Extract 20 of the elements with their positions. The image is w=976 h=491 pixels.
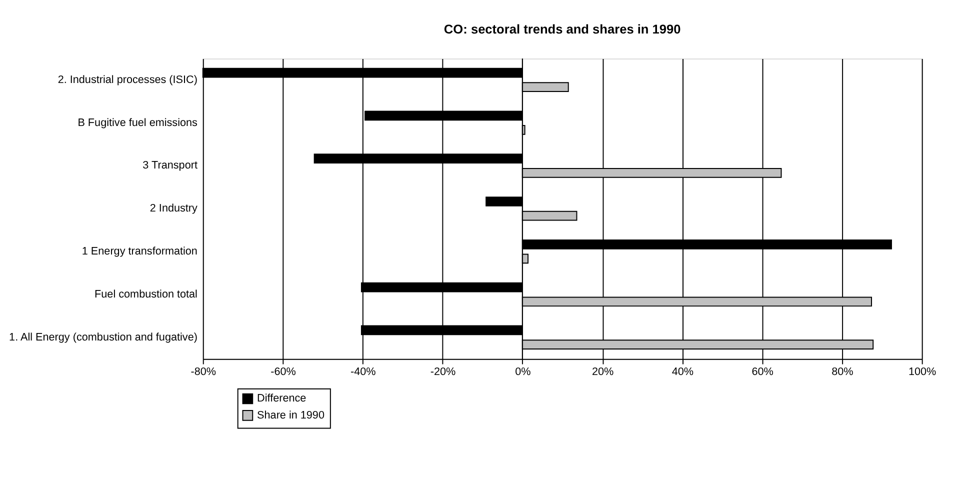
- x-tick-label: 60%: [752, 366, 774, 378]
- y-tick-label: 1 Energy transformation: [82, 246, 198, 258]
- y-tick-label: 2 Industry: [150, 202, 198, 215]
- x-tick-label: 40%: [672, 366, 694, 378]
- y-tick-label: B Fugitive fuel emissions: [78, 116, 198, 129]
- legend-label: Share in 1990: [257, 409, 324, 422]
- y-tick-label: 1. All Energy (combustion and fugative): [9, 331, 198, 344]
- x-tick-label: 80%: [832, 366, 854, 378]
- x-tick-label: -60%: [270, 366, 296, 378]
- x-tick-label: -40%: [350, 366, 376, 378]
- x-tick-label: 20%: [592, 366, 614, 378]
- x-tick-label: -20%: [430, 366, 456, 378]
- x-tick-label: 0%: [515, 366, 532, 378]
- chart-title: CO: sectoral trends and shares in 1990: [444, 21, 681, 36]
- x-tick-label: -80%: [190, 366, 216, 378]
- y-tick-label: Fuel combustion total: [94, 288, 198, 300]
- y-tick-label: 2. Industrial processes (ISIC): [58, 74, 198, 86]
- x-tick-label: 100%: [908, 366, 937, 378]
- legend-label: Difference: [257, 392, 306, 405]
- y-tick-label: 3 Transport: [142, 160, 198, 172]
